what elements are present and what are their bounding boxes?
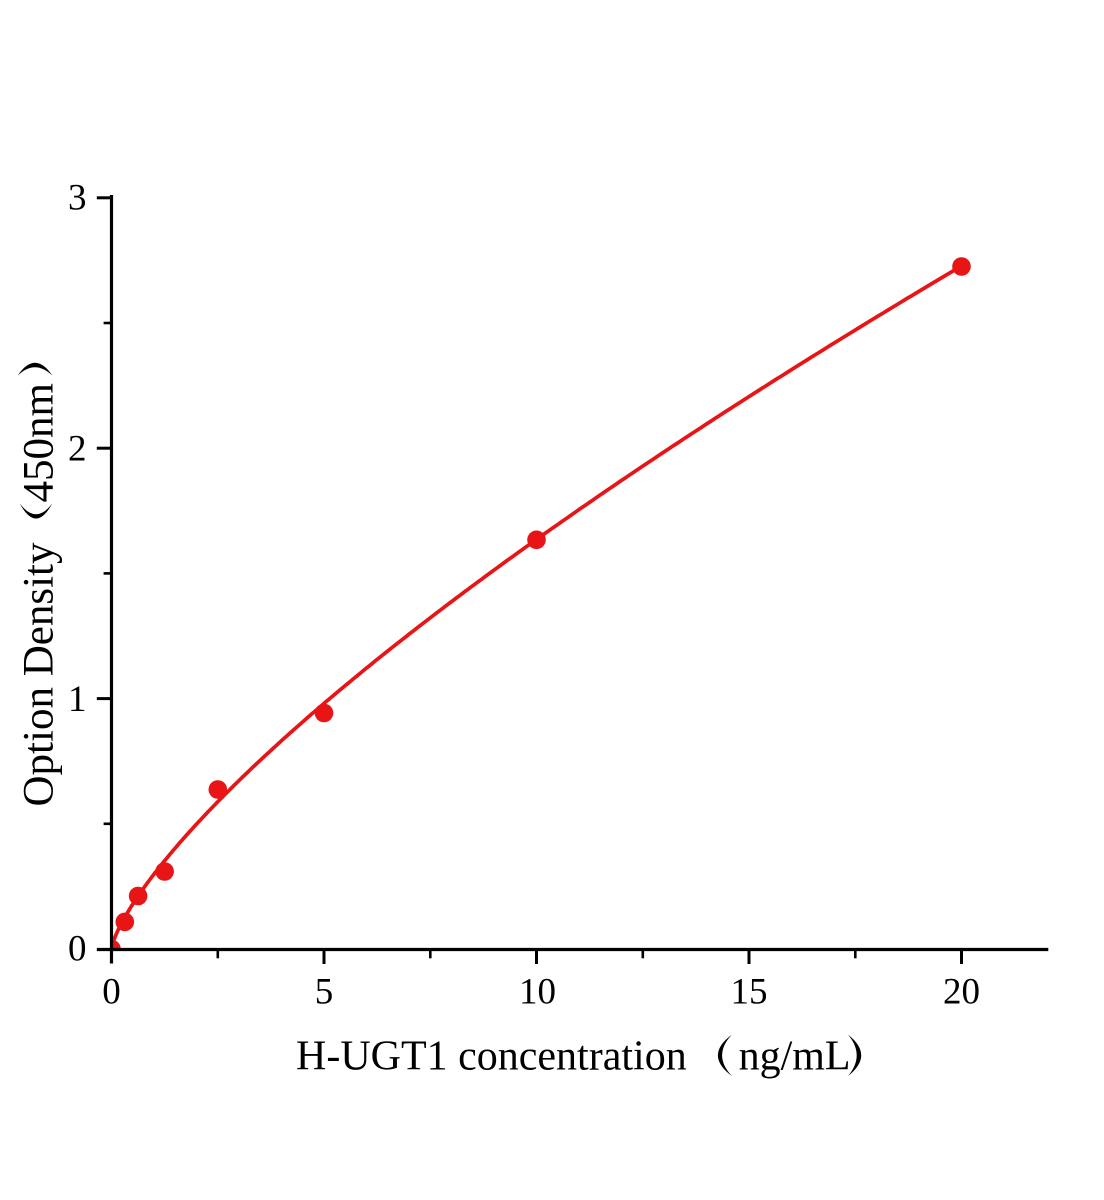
svg-text:450nm: 450nm (16, 383, 63, 502)
svg-text:ng/mL: ng/mL (739, 1034, 851, 1080)
svg-text:20: 20 (943, 972, 980, 1013)
svg-text:2: 2 (68, 429, 87, 470)
svg-text:0: 0 (102, 972, 121, 1013)
svg-text:15: 15 (731, 972, 768, 1013)
svg-text:3: 3 (68, 178, 87, 219)
svg-text:H-UGT1 concentration: H-UGT1 concentration (296, 1034, 687, 1080)
svg-text:0: 0 (68, 929, 87, 970)
svg-text:5: 5 (315, 972, 334, 1013)
svg-text:1: 1 (68, 679, 87, 720)
svg-text:10: 10 (519, 972, 556, 1013)
svg-text:Option Density: Option Density (16, 542, 63, 806)
